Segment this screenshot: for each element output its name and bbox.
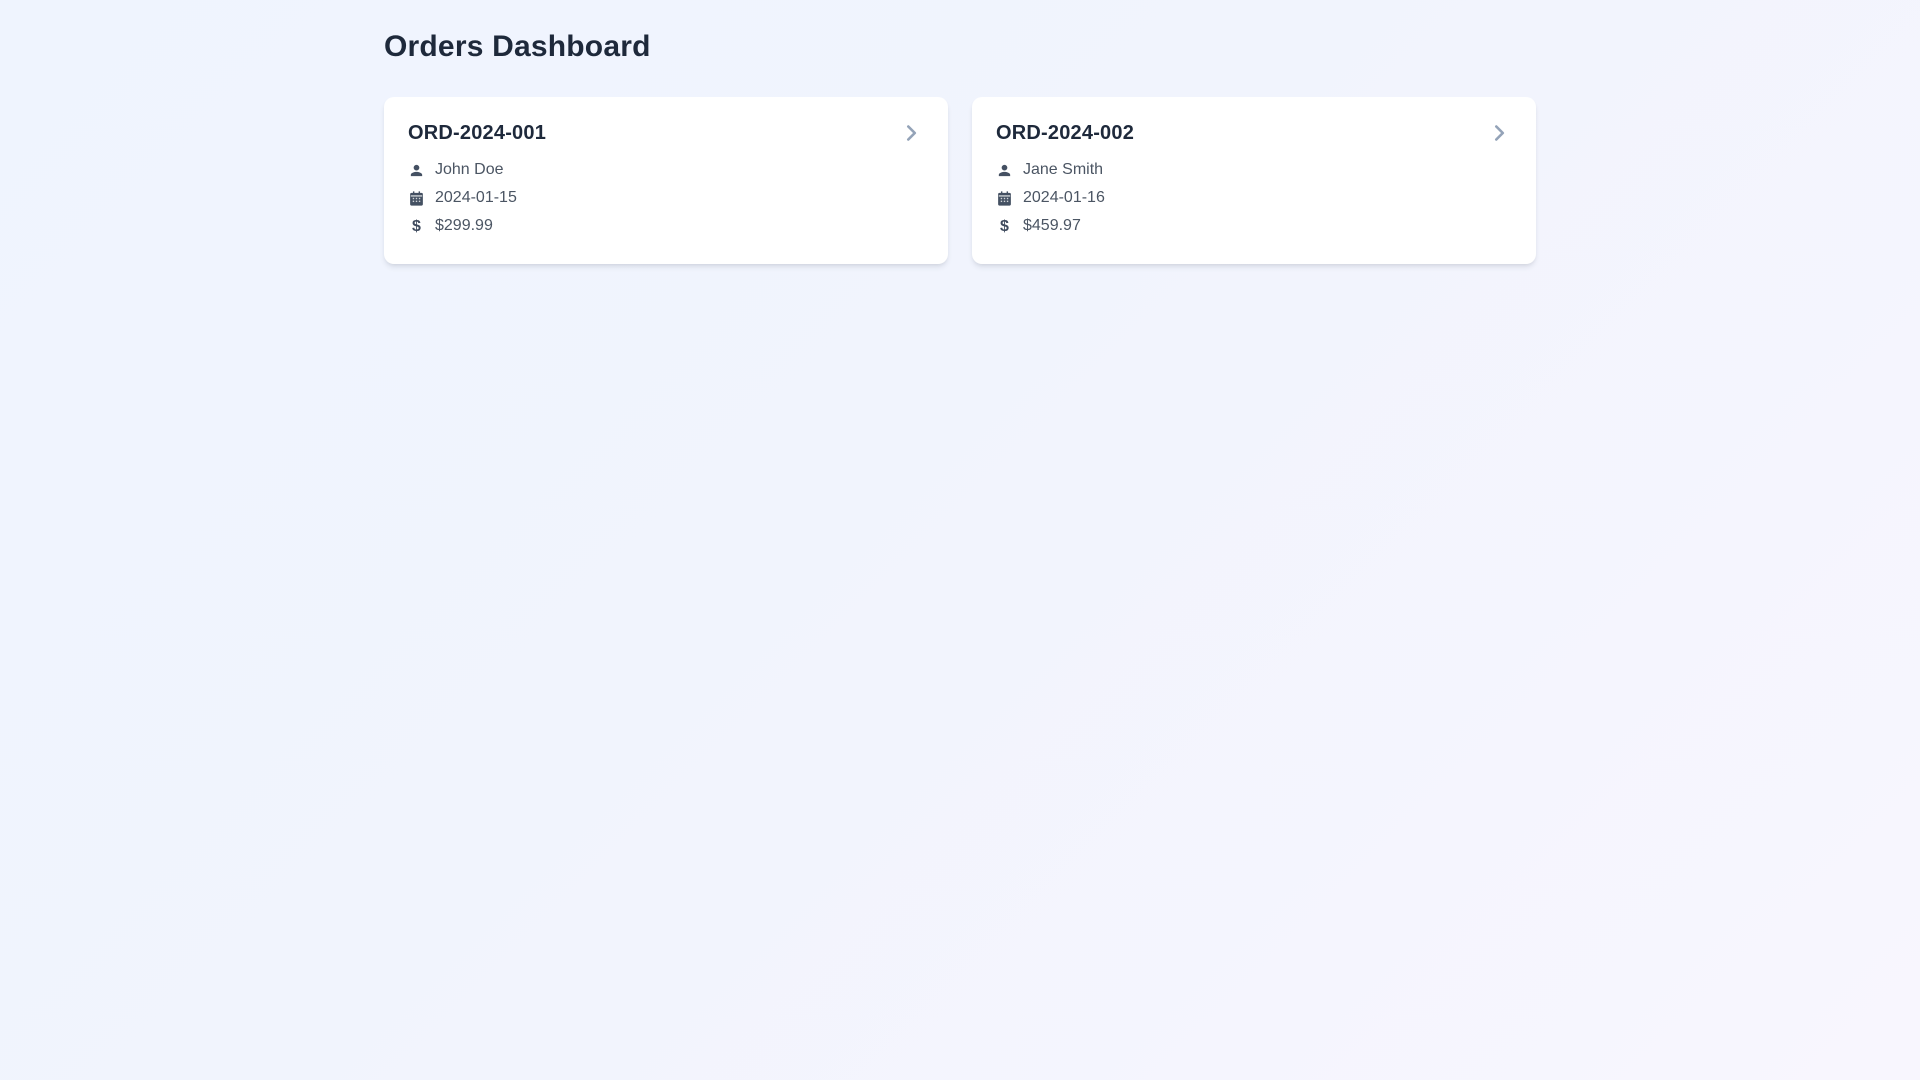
- date-row: 2024-01-16: [996, 184, 1512, 212]
- calendar-icon: [408, 190, 425, 207]
- chevron-right-icon: [1494, 125, 1505, 141]
- order-id: ORD-2024-002: [996, 122, 1135, 144]
- total-row: $ $299.99: [408, 212, 924, 240]
- order-card-header: ORD-2024-002: [996, 119, 1512, 147]
- dollar-icon: $: [412, 217, 421, 235]
- order-id: ORD-2024-001: [408, 122, 547, 144]
- order-card-header: ORD-2024-001: [408, 119, 924, 147]
- date-row: 2024-01-15: [408, 184, 924, 212]
- chevron-right-icon: [906, 125, 917, 141]
- customer-name: John Doe: [435, 161, 504, 178]
- person-icon: [408, 162, 425, 179]
- person-icon: [996, 162, 1013, 179]
- page-title: Orders Dashboard: [384, 30, 651, 63]
- order-total: $299.99: [435, 217, 493, 234]
- order-date: 2024-01-16: [1023, 189, 1105, 206]
- order-total: $459.97: [1023, 217, 1081, 234]
- total-row: $ $459.97: [996, 212, 1512, 240]
- dollar-icon: $: [1000, 217, 1009, 235]
- customer-name: Jane Smith: [1023, 161, 1104, 178]
- customer-row: John Doe: [408, 156, 924, 184]
- main-container: Orders Dashboard ORD-2024-001 John Doe 2…: [384, 0, 1536, 264]
- order-date: 2024-01-15: [435, 189, 517, 206]
- calendar-icon: [996, 190, 1013, 207]
- customer-row: Jane Smith: [996, 156, 1512, 184]
- order-card[interactable]: ORD-2024-002 Jane Smith 2024-01-16 $ $45…: [972, 97, 1536, 264]
- order-card[interactable]: ORD-2024-001 John Doe 2024-01-15 $ $299.…: [384, 97, 948, 264]
- orders-grid: ORD-2024-001 John Doe 2024-01-15 $ $299.…: [384, 97, 1536, 264]
